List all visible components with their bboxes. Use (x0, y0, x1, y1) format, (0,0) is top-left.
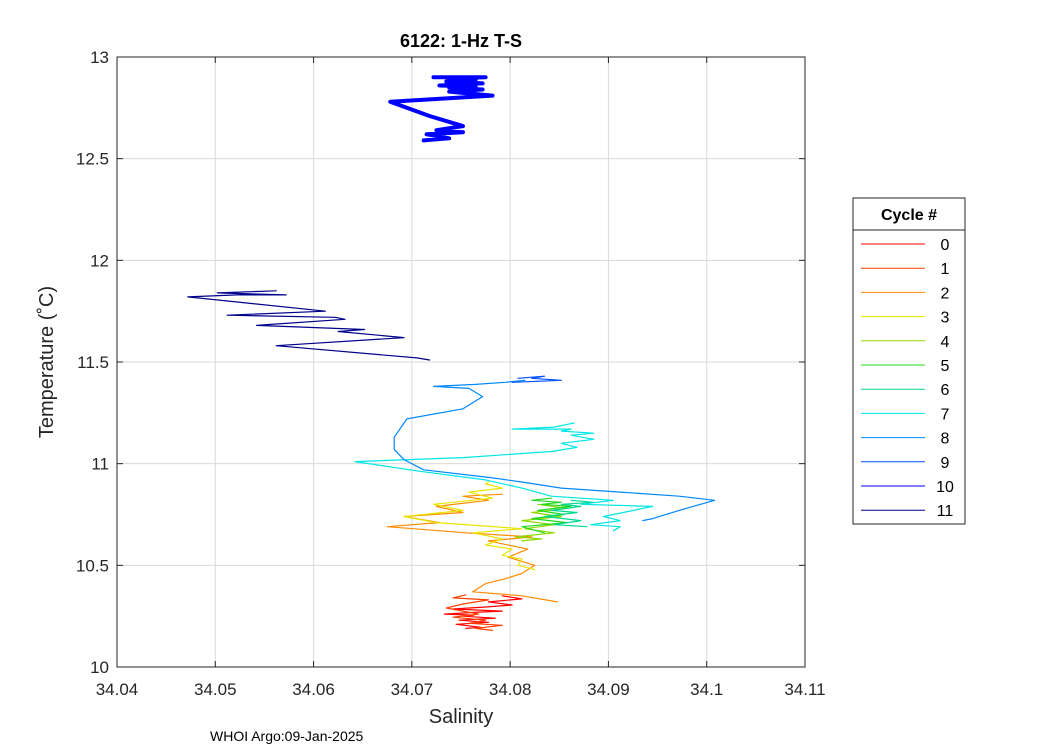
series-line-cycle-8 (393, 379, 716, 522)
series-line-cycle-10 (388, 75, 495, 143)
legend-label-cycle-1: 1 (941, 261, 950, 278)
x-tick-label: 34.07 (391, 680, 434, 699)
series-line-cycle-7 (354, 422, 654, 532)
legend-label-cycle-0: 0 (941, 237, 950, 254)
y-tick-labels: 10 10.5 11 11.5 12 12.5 13 (76, 48, 109, 677)
series-line-cycle-11 (187, 290, 431, 361)
y-tick-label: 10 (90, 658, 109, 677)
x-tick-label: 34.05 (194, 680, 237, 699)
legend-label-cycle-10: 10 (936, 479, 954, 496)
data-series (187, 75, 716, 632)
series-line-cycle-5 (521, 497, 572, 534)
series-line-cycle-0 (443, 595, 523, 630)
legend: Cycle # 0 1 2 3 4 5 6 7 8 9 10 11 (852, 197, 966, 525)
y-tick-label: 12.5 (76, 150, 109, 169)
legend-title: Cycle # (881, 207, 937, 224)
y-tick-label: 11.5 (77, 353, 109, 372)
legend-box (852, 197, 966, 525)
x-axis-title: Salinity (429, 706, 493, 728)
legend-entries: 0 1 2 3 4 5 6 7 8 9 10 11 (861, 237, 954, 520)
x-tick-label: 34.06 (292, 680, 335, 699)
x-tick-label: 34.08 (489, 680, 532, 699)
x-tick-label: 34.09 (587, 680, 630, 699)
legend-label-cycle-6: 6 (941, 382, 950, 399)
legend-label-cycle-2: 2 (941, 285, 950, 302)
plot-frame (116, 56, 806, 668)
y-axis-title: Temperature (˚C) (36, 286, 58, 438)
legend-label-cycle-5: 5 (941, 358, 950, 375)
legend-label-cycle-7: 7 (941, 406, 950, 423)
series-line-cycle-1 (445, 594, 503, 632)
legend-label-cycle-4: 4 (941, 334, 950, 351)
x-tick-labels: 34.04 34.05 34.06 34.07 34.08 34.09 34.1 34.11 (96, 680, 826, 699)
series-line-cycle-6 (543, 499, 595, 528)
chart-title: 6122: 1-Hz T-S (400, 31, 522, 51)
legend-label-cycle-3: 3 (941, 310, 950, 327)
footer-text: WHOI Argo:09-Jan-2025 (210, 728, 364, 744)
x-tick-label: 34.11 (784, 680, 825, 699)
y-tick-label: 12 (90, 251, 109, 270)
y-tick-label: 10.5 (76, 556, 109, 575)
x-tick-label: 34.1 (690, 680, 723, 699)
y-tick-label: 13 (90, 48, 109, 67)
series-line-cycle-2 (386, 493, 558, 603)
legend-label-cycle-8: 8 (941, 431, 950, 448)
series-line-cycle-3 (403, 481, 536, 571)
legend-label-cycle-9: 9 (941, 455, 950, 472)
legend-label-cycle-11: 11 (937, 503, 954, 520)
x-tick-label: 34.04 (96, 680, 139, 699)
y-tick-label: 11 (91, 455, 109, 474)
series-line-cycle-9 (511, 375, 562, 383)
